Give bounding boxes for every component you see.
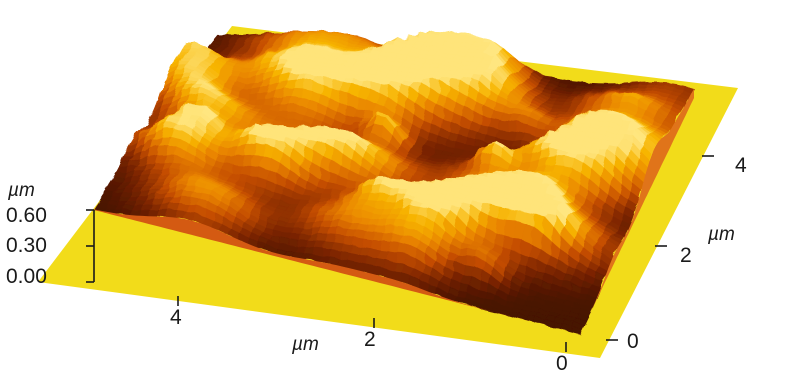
y-tick-label: 0 <box>627 330 639 353</box>
z-tick-label: 0.60 <box>6 204 47 227</box>
x-axis-unit: µm <box>291 334 319 355</box>
x-tick-label: 2 <box>364 328 376 351</box>
z-axis-unit: µm <box>7 180 35 201</box>
x-tick-label: 4 <box>170 306 182 329</box>
y-axis-unit: µm <box>707 224 735 245</box>
z-tick-label: 0.00 <box>6 265 47 288</box>
y-tick-label: 2 <box>680 244 692 267</box>
y-tick-label: 4 <box>735 154 747 177</box>
z-tick-label: 0.30 <box>6 234 47 257</box>
x-tick-label: 0 <box>556 352 568 374</box>
